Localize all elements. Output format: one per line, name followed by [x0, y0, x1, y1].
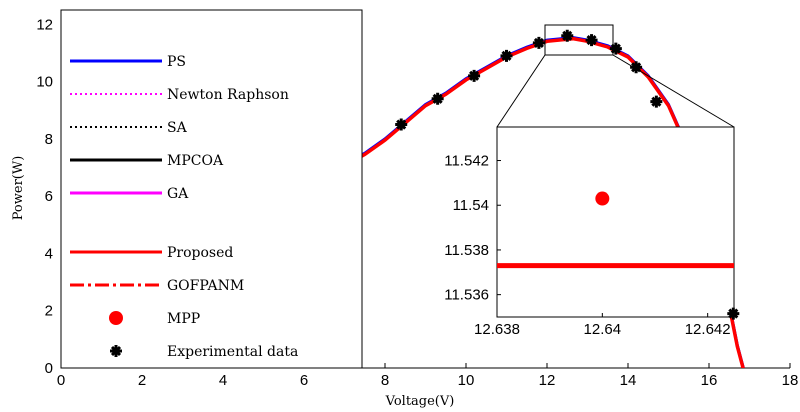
legend-box	[60, 9, 363, 369]
x-tick-label: 8	[381, 372, 389, 389]
legend-item: GA	[70, 186, 189, 202]
legend-label: PS	[167, 54, 186, 70]
inset-x-tick-label: 12.642	[685, 321, 731, 338]
legend-label: GA	[167, 186, 189, 202]
legend-swatch	[109, 311, 123, 325]
inset-x-tick-label: 12.638	[474, 321, 520, 338]
legend-swatch	[110, 345, 122, 357]
experimental-point	[500, 49, 513, 62]
x-tick-label: 14	[620, 372, 637, 389]
x-tick-label: 10	[458, 372, 475, 389]
experimental-point	[431, 92, 444, 105]
legend-items: PS Newton Raphson SA MPCOA GA Proposed GOFPANM…	[70, 54, 298, 360]
y-tick-label: 8	[45, 131, 53, 148]
inset-y-tick-label: 11.54	[453, 197, 489, 214]
y-tick-label: 10	[36, 74, 53, 91]
inset-y-tick-label: 11.542	[444, 153, 489, 170]
x-tick-label: 4	[219, 372, 227, 389]
x-tick-label: 6	[300, 372, 308, 389]
y-tick-label: 4	[45, 245, 53, 262]
legend-label: SA	[167, 120, 188, 136]
experimental-points-overlay	[727, 307, 740, 320]
inset-axes: 12.638 12.64 12.642 11.536 11.538 11.54 11.54…	[444, 126, 735, 338]
y-tick-label: 6	[45, 188, 53, 205]
experimental-point	[609, 42, 622, 55]
experimental-point	[561, 29, 574, 42]
legend-label: Experimental data	[167, 344, 298, 360]
x-ticks: 0 2 4 6 8 10 12 14 16 18	[57, 363, 799, 389]
zoom-region-box	[544, 24, 614, 56]
x-axis-label: Voltage(V)	[385, 394, 455, 409]
y-axis-label: Power(W)	[11, 156, 26, 221]
x-tick-label: 2	[138, 372, 146, 389]
inset-x-tick-label: 12.64	[584, 321, 622, 338]
zoom-connector-right	[612, 54, 735, 128]
inset-y-ticks: 11.536 11.538 11.54 11.542	[444, 153, 501, 304]
inset-x-ticks: 12.638 12.64 12.642	[474, 313, 731, 338]
x-tick-label: 18	[782, 372, 799, 389]
experimental-points	[395, 29, 663, 131]
experimental-point	[650, 95, 663, 108]
inset-y-tick-label: 11.536	[444, 287, 489, 304]
experimental-point	[630, 61, 643, 74]
y-tick-label: 2	[45, 303, 53, 320]
x-tick-label: 12	[539, 372, 556, 389]
y-tick-label: 0	[45, 360, 53, 377]
experimental-point	[468, 69, 481, 82]
legend-item: GOFPANM	[70, 278, 244, 294]
experimental-point	[727, 307, 740, 320]
legend-item: Newton Raphson	[70, 87, 289, 103]
legend-item: SA	[70, 120, 188, 136]
legend: PS Newton Raphson SA MPCOA GA Proposed GOFPANM…	[60, 9, 363, 369]
legend-item: Experimental data	[110, 344, 298, 360]
zoom-connector-left	[496, 54, 546, 128]
legend-item: Proposed	[70, 245, 233, 261]
legend-item: PS	[70, 54, 186, 70]
x-tick-label: 16	[701, 372, 718, 389]
experimental-point	[532, 36, 545, 49]
legend-label: GOFPANM	[167, 278, 244, 294]
experimental-point	[395, 118, 408, 131]
x-tick-label: 0	[57, 372, 65, 389]
y-tick-label: 12	[36, 16, 53, 33]
legend-label: MPP	[167, 311, 200, 327]
inset-y-tick-label: 11.538	[444, 242, 489, 259]
legend-item: MPCOA	[70, 153, 224, 169]
legend-label: Proposed	[167, 245, 233, 261]
legend-item: MPP	[109, 311, 200, 327]
legend-label: Newton Raphson	[167, 87, 289, 103]
inset-mpp-point	[595, 191, 610, 206]
legend-label: MPCOA	[167, 153, 224, 169]
experimental-point	[585, 34, 598, 47]
inset-frame	[496, 126, 735, 318]
